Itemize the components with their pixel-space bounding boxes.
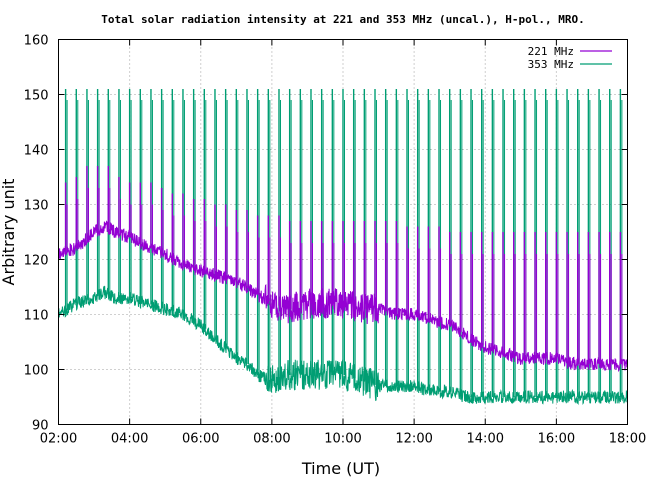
y-tick-label: 110 — [24, 309, 49, 324]
chart-title: Total solar radiation intensity at 221 a… — [101, 13, 584, 26]
series-line — [58, 285, 628, 406]
series-group — [58, 89, 628, 406]
ticks: 90 100 110 120 130 140 150 160 02:00 04:00 06:00 08… — [24, 34, 647, 447]
y-tick-label: 150 — [24, 89, 49, 104]
y-tick-label: 120 — [24, 254, 49, 269]
x-tick-label: 06:00 — [182, 432, 219, 447]
x-tick-label: 14:00 — [467, 432, 504, 447]
x-tick-label: 04:00 — [111, 432, 148, 447]
x-tick-label: 18:00 — [609, 432, 646, 447]
y-tick-label: 100 — [24, 364, 49, 379]
x-tick-label: 12:00 — [395, 432, 432, 447]
legend-label: 221 MHz — [528, 45, 574, 58]
y-tick-label: 130 — [24, 199, 49, 214]
x-tick-label: 02:00 — [40, 432, 77, 447]
y-tick-label: 140 — [24, 144, 49, 159]
y-axis-label: Arbitrary unit — [0, 179, 18, 286]
x-tick-label: 10:00 — [324, 432, 361, 447]
x-tick-label: 08:00 — [253, 432, 290, 447]
series-221-mhz — [58, 166, 628, 373]
legend-label: 353 MHz — [528, 58, 574, 71]
x-tick-label: 16:00 — [538, 432, 575, 447]
x-axis-label: Time (UT) — [301, 459, 380, 478]
y-tick-label: 160 — [24, 34, 49, 49]
y-tick-label: 90 — [32, 419, 49, 434]
